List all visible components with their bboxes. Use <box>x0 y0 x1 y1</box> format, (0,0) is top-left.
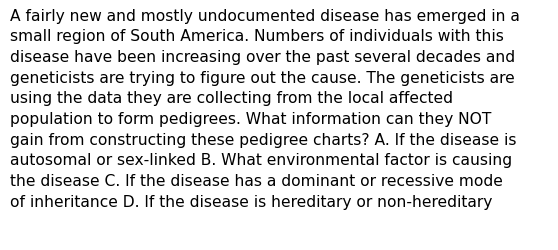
Text: A fairly new and mostly undocumented disease has emerged in a
small region of So: A fairly new and mostly undocumented dis… <box>10 9 520 209</box>
